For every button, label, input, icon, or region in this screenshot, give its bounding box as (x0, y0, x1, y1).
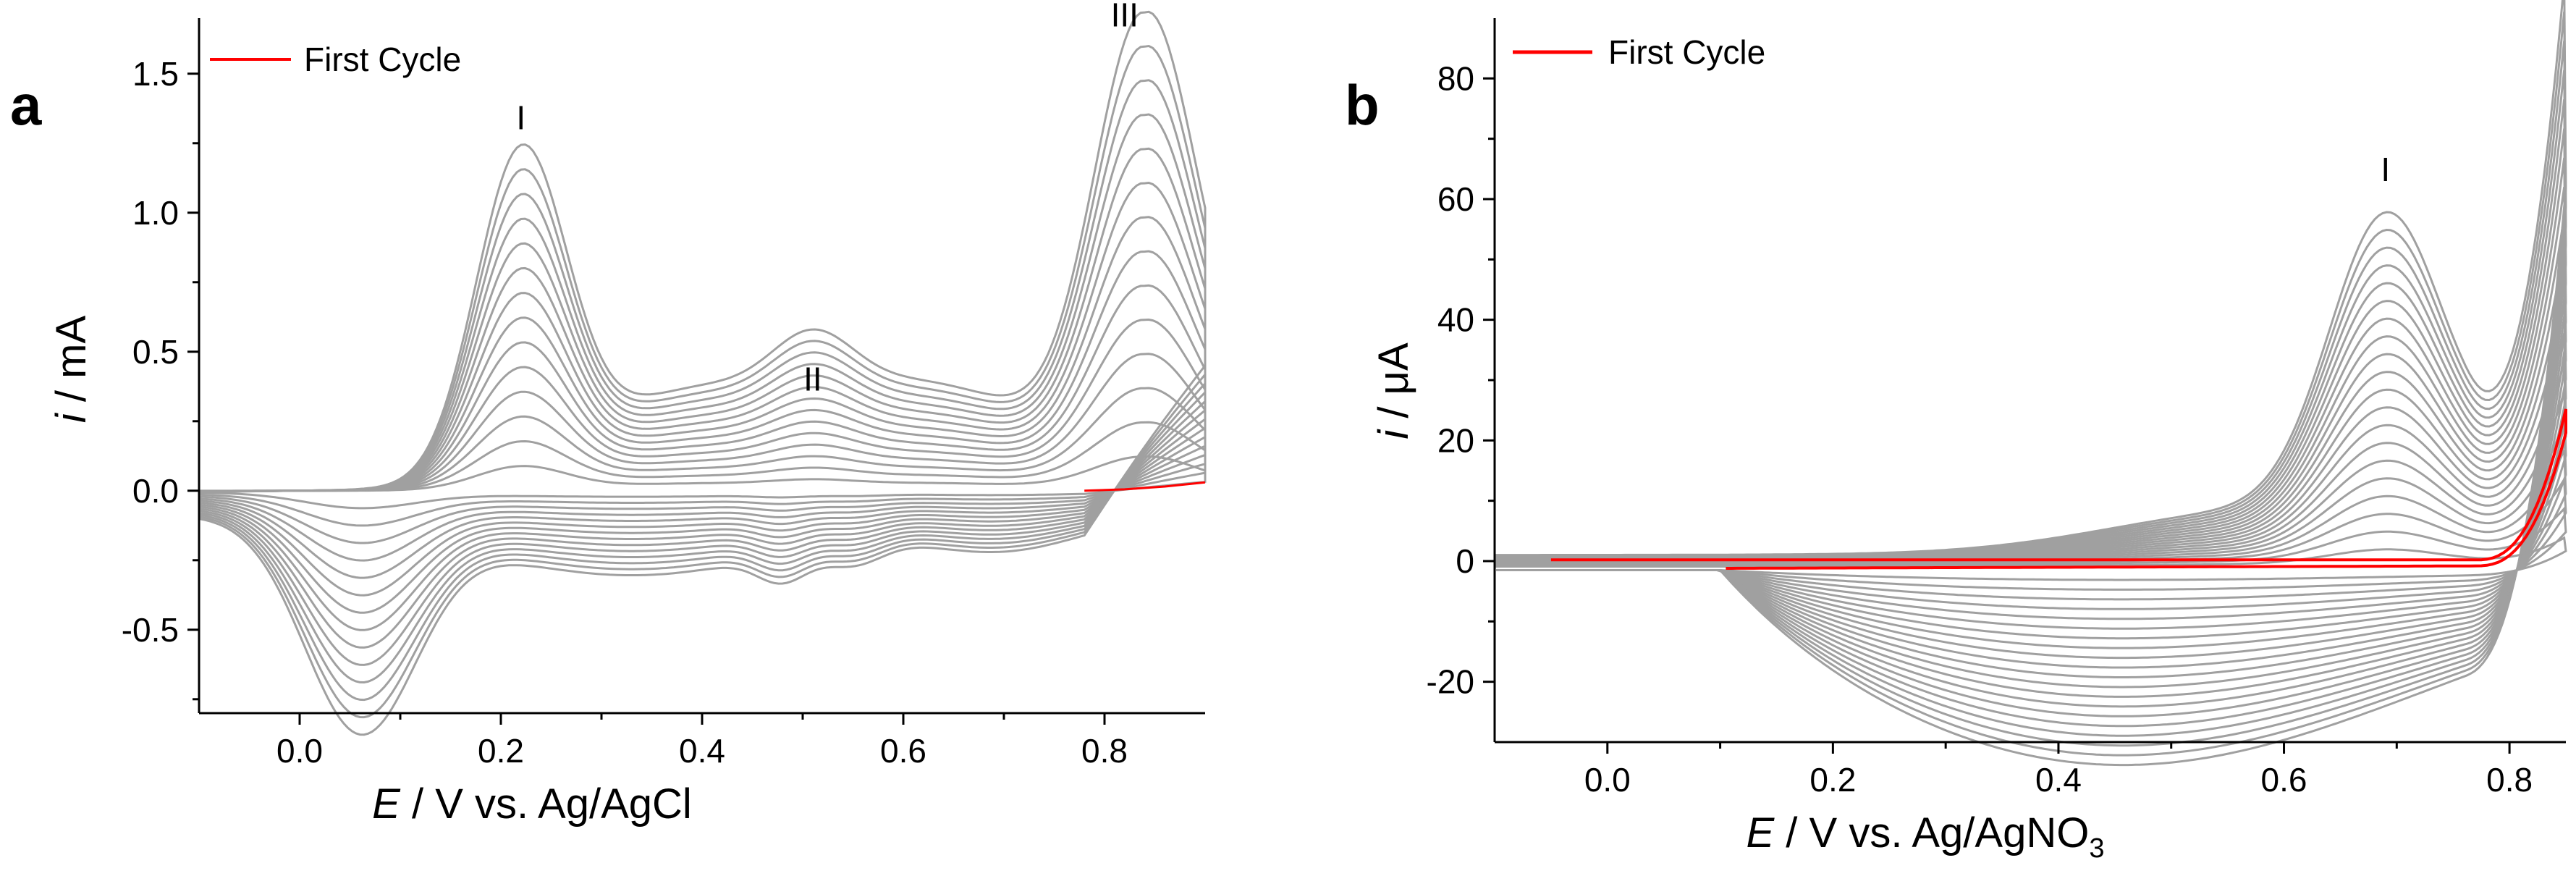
a-peak-label: III (1111, 0, 1139, 34)
a-axes (198, 18, 1205, 715)
b-cycle-curves (1495, 0, 2567, 767)
a-peak-label: I (516, 99, 525, 137)
b-y-tick-label: 80 (1437, 59, 1474, 97)
a-x-tick-label: 0.4 (679, 732, 725, 770)
b-legend-label: First Cycle (1608, 33, 1765, 71)
a-x-tick-label: 0.6 (880, 732, 926, 770)
panel-b: b 0.0 0.2 0.4 0.6 0.8 -20 0 20 40 60 80 E / V vs. … (1345, 0, 2567, 864)
b-cycle-line (1495, 332, 2567, 649)
panel-a-letter: a (10, 73, 42, 137)
b-x-tick-label: 0.8 (2486, 761, 2533, 799)
a-legend: First Cycle (210, 41, 461, 78)
b-cycle-line (1495, 157, 2567, 708)
b-first-cycle-curve (1550, 408, 2567, 570)
b-cycle-line (1495, 391, 2567, 630)
b-first-cycle-line (1550, 408, 2567, 570)
b-y-tick-label: -20 (1427, 663, 1474, 701)
b-y-tick-label: 40 (1437, 301, 1474, 339)
b-x-tick-label: 0.0 (1584, 761, 1631, 799)
a-cycle-line (198, 113, 1207, 684)
b-x-axis-title: E / V vs. Ag/AgNO3 (1747, 809, 2105, 864)
b-annotations: I (2381, 151, 2390, 188)
a-y-tick-label: -0.5 (122, 611, 179, 649)
b-y-tick-label: 60 (1437, 180, 1474, 218)
a-ticks: 0.0 0.2 0.4 0.6 0.8 -0.5 0.0 0.5 1.0 1.5 (122, 55, 1128, 770)
b-x-tick-label: 0.6 (2261, 761, 2307, 799)
a-y-tick-label: 0.5 (132, 333, 179, 371)
a-y-axis-title: i / mA (48, 316, 95, 424)
a-y-tick-label: 0.0 (132, 472, 179, 510)
a-cycle-line (199, 455, 1207, 510)
b-x-tick-label: 0.2 (1809, 761, 1856, 799)
b-y-axis-title: i / μA (1370, 342, 1417, 439)
a-x-tick-label: 0.8 (1081, 732, 1128, 770)
a-y-tick-label: 1.0 (132, 194, 179, 232)
a-x-axis-title: E / V vs. Ag/AgCl (372, 780, 692, 828)
panel-b-letter: b (1345, 73, 1380, 137)
b-y-tick-label: 20 (1437, 421, 1474, 459)
b-legend: First Cycle (1513, 33, 1765, 71)
panel-a: a 0.0 0.2 0.4 0.6 0.8 -0.5 0.0 0.5 1.0 1.5 E / V … (10, 0, 1207, 828)
a-first-cycle-line (1084, 481, 1206, 492)
b-peak-label: I (2381, 151, 2390, 188)
b-y-tick-label: 0 (1456, 542, 1474, 580)
a-y-tick-label: 1.5 (132, 55, 179, 93)
a-legend-label: First Cycle (304, 41, 461, 78)
a-cycle-line (198, 79, 1207, 702)
b-cycle-line (1495, 0, 2567, 767)
b-cycle-line (1495, 450, 2567, 610)
b-cycle-line (1495, 476, 2567, 601)
b-ticks: 0.0 0.2 0.4 0.6 0.8 -20 0 20 40 60 80 (1427, 59, 2533, 799)
a-cycle-curves (198, 10, 1207, 736)
b-cycle-line (1495, 187, 2567, 698)
a-peak-label: II (803, 361, 822, 398)
a-x-tick-label: 0.0 (276, 732, 323, 770)
a-cycle-line (198, 10, 1207, 736)
b-x-tick-label: 0.4 (2035, 761, 2082, 799)
a-cycle-line (198, 284, 1207, 597)
a-first-cycle-curve (1084, 481, 1206, 492)
a-x-tick-label: 0.2 (478, 732, 524, 770)
